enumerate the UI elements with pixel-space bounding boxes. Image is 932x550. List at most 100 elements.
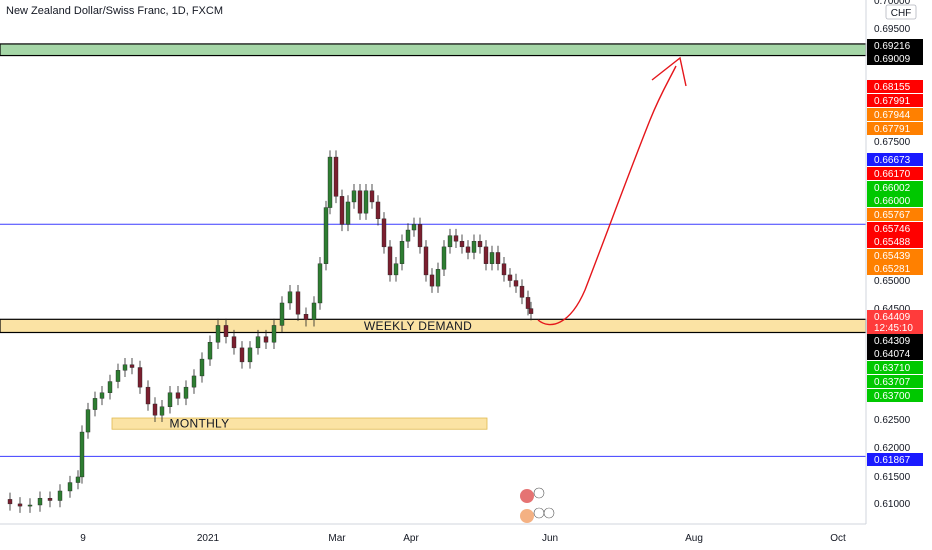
candle	[525, 290, 531, 316]
price-badge: 0.67944	[867, 108, 923, 121]
y-tick-label: 0.62000	[874, 443, 911, 454]
candle	[231, 329, 237, 355]
candle	[369, 184, 375, 209]
candle	[399, 234, 405, 271]
candle	[429, 268, 435, 293]
price-badge-label: 0.64309	[874, 336, 911, 347]
price-badge: 0.69009	[867, 52, 923, 65]
y-tick-label: 0.64500	[874, 304, 911, 315]
price-badges: 0.69216 0.69009 0.68155 0.67991 0.67944 0.677…	[867, 39, 923, 466]
price-badge: 0.67991	[867, 94, 923, 107]
time-axis[interactable]: 9 2021 Mar Apr Jun Aug Oct	[80, 533, 846, 544]
candle	[255, 329, 261, 355]
price-badge: 0.64309	[867, 334, 923, 347]
price-badge: 0.67791	[867, 122, 923, 135]
candle	[489, 245, 495, 271]
price-badge-label: 0.65439	[874, 251, 911, 262]
price-badge: 0.66000	[867, 194, 923, 207]
price-axis[interactable]: 0.70000 0.69500 0.67500 0.65000 0.64500 0.625…	[874, 0, 911, 510]
candle	[122, 357, 128, 378]
candle	[263, 329, 269, 349]
price-badge: 0.65281	[867, 262, 923, 275]
candle	[199, 352, 205, 383]
candle	[57, 484, 63, 508]
price-badge: 0.65746	[867, 222, 923, 235]
zone-label-2: MONTHLY	[170, 417, 230, 431]
price-badge: 0.63710	[867, 361, 923, 374]
candle	[175, 386, 181, 406]
candle	[471, 234, 477, 260]
candle	[99, 386, 105, 406]
x-tick-label: Jun	[542, 533, 558, 544]
candle	[287, 285, 293, 310]
y-tick-label: 0.61000	[874, 499, 911, 510]
price-badge: 0.69216	[867, 39, 923, 52]
horizontal-lines-layer	[0, 223, 866, 457]
candle	[411, 217, 417, 237]
price-badge-label: 0.67991	[874, 96, 911, 107]
candle	[303, 307, 309, 327]
candle	[191, 369, 197, 394]
zone-label-1: WEEKLY DEMAND	[364, 319, 472, 333]
x-tick-label: 2021	[197, 533, 220, 544]
x-tick-label: Apr	[403, 533, 419, 544]
candle	[207, 335, 213, 366]
candle	[115, 363, 121, 389]
price-badge: 0.65488	[867, 235, 923, 248]
candle	[239, 341, 245, 369]
candle	[159, 400, 165, 422]
candle	[7, 492, 13, 511]
candle	[79, 425, 85, 484]
y-tick-label: 0.65000	[874, 276, 911, 287]
price-badge-label: 0.65488	[874, 237, 911, 248]
candle	[129, 357, 135, 375]
event-icons[interactable]	[520, 487, 555, 523]
candle	[375, 195, 381, 226]
candle	[75, 470, 81, 490]
candle	[393, 256, 399, 282]
candle	[501, 256, 507, 282]
candle	[339, 189, 345, 232]
price-badge-label: 0.63707	[874, 377, 911, 388]
candle	[92, 391, 98, 417]
price-badge-label: 12:45:10	[874, 323, 913, 334]
candle	[453, 228, 459, 248]
zone-0[interactable]	[0, 43, 867, 57]
candle	[387, 240, 393, 282]
candle	[85, 402, 91, 439]
price-badge-label: 0.66000	[874, 196, 911, 207]
price-badge-label: 0.61867	[874, 455, 911, 466]
price-badge-label: 0.66170	[874, 169, 911, 180]
price-badge: 0.65767	[867, 208, 923, 221]
currency-box[interactable]	[885, 4, 917, 20]
candle	[37, 491, 43, 512]
projection-arrow	[537, 65, 677, 326]
candle	[519, 279, 525, 305]
candle	[507, 268, 513, 288]
candle	[311, 296, 317, 327]
candle	[223, 318, 229, 344]
price-badge: 0.63700	[867, 389, 923, 402]
zone-2[interactable]	[111, 417, 488, 430]
candle	[145, 380, 151, 411]
y-tick-label: 0.67500	[874, 137, 911, 148]
candle	[333, 150, 339, 204]
candle	[363, 184, 369, 220]
candle	[67, 475, 73, 498]
x-tick-label: Mar	[328, 533, 346, 544]
candle	[465, 240, 471, 260]
candle	[137, 360, 143, 394]
candle	[317, 256, 323, 310]
chart-title: New Zealand Dollar/Swiss Franc, 1D, FXCM	[6, 5, 223, 17]
y-tick-label: 0.70000	[874, 0, 911, 7]
candle	[295, 285, 301, 321]
candle	[183, 380, 189, 406]
candle	[323, 200, 329, 271]
candle	[271, 318, 277, 349]
price-badge-label: 0.64409	[874, 312, 911, 323]
price-badge: 0.68155	[867, 80, 923, 93]
plot-area[interactable]	[0, 0, 866, 524]
candle	[351, 184, 357, 209]
price-badge-label: 0.67944	[874, 110, 911, 121]
